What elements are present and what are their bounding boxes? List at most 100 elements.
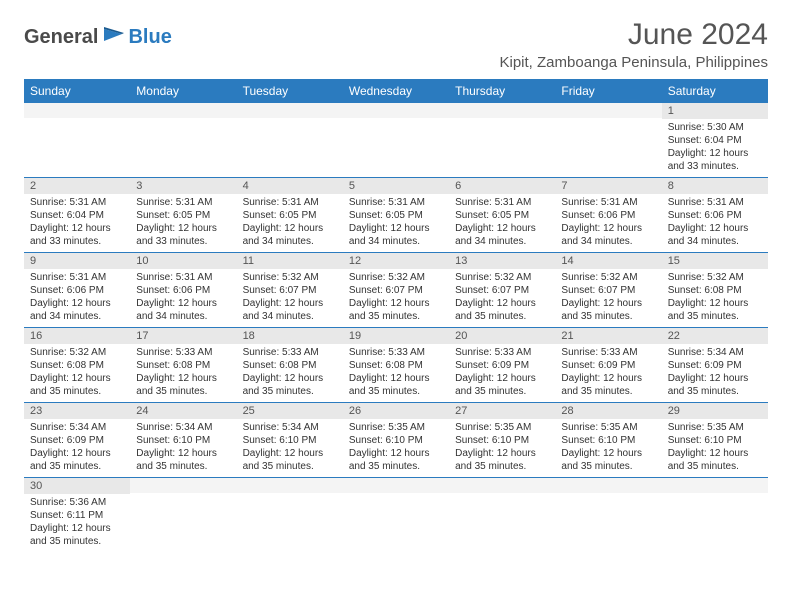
calendar-cell [237,103,343,178]
day-header: Tuesday [237,79,343,103]
calendar-cell [130,103,236,178]
day-details: Sunrise: 5:32 AMSunset: 6:07 PMDaylight:… [237,269,343,327]
calendar-cell [662,478,768,553]
calendar-cell: 17Sunrise: 5:33 AMSunset: 6:08 PMDayligh… [130,328,236,403]
calendar-cell: 6Sunrise: 5:31 AMSunset: 6:05 PMDaylight… [449,178,555,253]
day-details: Sunrise: 5:34 AMSunset: 6:10 PMDaylight:… [237,419,343,477]
day-number: 9 [24,253,130,269]
day-header: Sunday [24,79,130,103]
day-details: Sunrise: 5:35 AMSunset: 6:10 PMDaylight:… [662,419,768,477]
calendar-cell [449,478,555,553]
logo: General Blue [24,26,172,49]
logo-flag-icon [104,27,126,48]
calendar-cell: 7Sunrise: 5:31 AMSunset: 6:06 PMDaylight… [555,178,661,253]
day-number: 18 [237,328,343,344]
calendar-table: SundayMondayTuesdayWednesdayThursdayFrid… [24,79,768,552]
day-details: Sunrise: 5:32 AMSunset: 6:08 PMDaylight:… [24,344,130,402]
calendar-cell: 21Sunrise: 5:33 AMSunset: 6:09 PMDayligh… [555,328,661,403]
calendar-cell: 28Sunrise: 5:35 AMSunset: 6:10 PMDayligh… [555,403,661,478]
day-details: Sunrise: 5:32 AMSunset: 6:08 PMDaylight:… [662,269,768,327]
day-details: Sunrise: 5:33 AMSunset: 6:08 PMDaylight:… [237,344,343,402]
calendar-cell: 1Sunrise: 5:30 AMSunset: 6:04 PMDaylight… [662,103,768,178]
calendar-cell [24,103,130,178]
day-number: 5 [343,178,449,194]
day-details: Sunrise: 5:32 AMSunset: 6:07 PMDaylight:… [343,269,449,327]
day-number: 28 [555,403,661,419]
calendar-cell: 16Sunrise: 5:32 AMSunset: 6:08 PMDayligh… [24,328,130,403]
title-block: June 2024 Kipit, Zamboanga Peninsula, Ph… [500,18,769,71]
calendar-cell: 29Sunrise: 5:35 AMSunset: 6:10 PMDayligh… [662,403,768,478]
day-details: Sunrise: 5:33 AMSunset: 6:09 PMDaylight:… [449,344,555,402]
day-header: Friday [555,79,661,103]
day-number: 17 [130,328,236,344]
calendar-cell: 26Sunrise: 5:35 AMSunset: 6:10 PMDayligh… [343,403,449,478]
calendar-cell [343,103,449,178]
day-number: 23 [24,403,130,419]
day-details: Sunrise: 5:31 AMSunset: 6:04 PMDaylight:… [24,194,130,252]
day-number: 25 [237,403,343,419]
day-number: 21 [555,328,661,344]
day-number: 26 [343,403,449,419]
calendar-cell: 23Sunrise: 5:34 AMSunset: 6:09 PMDayligh… [24,403,130,478]
day-details: Sunrise: 5:31 AMSunset: 6:06 PMDaylight:… [662,194,768,252]
day-header: Thursday [449,79,555,103]
calendar-cell: 2Sunrise: 5:31 AMSunset: 6:04 PMDaylight… [24,178,130,253]
calendar-cell [343,478,449,553]
day-number: 14 [555,253,661,269]
day-header: Wednesday [343,79,449,103]
day-number: 19 [343,328,449,344]
day-number: 20 [449,328,555,344]
day-details: Sunrise: 5:34 AMSunset: 6:09 PMDaylight:… [662,344,768,402]
calendar-cell: 14Sunrise: 5:32 AMSunset: 6:07 PMDayligh… [555,253,661,328]
day-details: Sunrise: 5:31 AMSunset: 6:06 PMDaylight:… [24,269,130,327]
day-details: Sunrise: 5:33 AMSunset: 6:09 PMDaylight:… [555,344,661,402]
calendar-cell [130,478,236,553]
logo-text-dark: General [24,26,98,49]
day-details: Sunrise: 5:31 AMSunset: 6:05 PMDaylight:… [237,194,343,252]
location-text: Kipit, Zamboanga Peninsula, Philippines [500,54,769,71]
day-number: 10 [130,253,236,269]
calendar-cell [555,478,661,553]
calendar-cell: 25Sunrise: 5:34 AMSunset: 6:10 PMDayligh… [237,403,343,478]
day-details: Sunrise: 5:30 AMSunset: 6:04 PMDaylight:… [662,119,768,177]
calendar-cell: 10Sunrise: 5:31 AMSunset: 6:06 PMDayligh… [130,253,236,328]
calendar-cell: 27Sunrise: 5:35 AMSunset: 6:10 PMDayligh… [449,403,555,478]
day-details: Sunrise: 5:34 AMSunset: 6:10 PMDaylight:… [130,419,236,477]
calendar-cell: 13Sunrise: 5:32 AMSunset: 6:07 PMDayligh… [449,253,555,328]
day-details: Sunrise: 5:35 AMSunset: 6:10 PMDaylight:… [555,419,661,477]
day-number: 6 [449,178,555,194]
calendar-cell: 20Sunrise: 5:33 AMSunset: 6:09 PMDayligh… [449,328,555,403]
day-number: 8 [662,178,768,194]
day-number: 1 [662,103,768,119]
day-number: 22 [662,328,768,344]
day-header: Saturday [662,79,768,103]
day-number: 15 [662,253,768,269]
calendar-cell: 4Sunrise: 5:31 AMSunset: 6:05 PMDaylight… [237,178,343,253]
day-number: 27 [449,403,555,419]
day-number: 24 [130,403,236,419]
calendar-cell: 19Sunrise: 5:33 AMSunset: 6:08 PMDayligh… [343,328,449,403]
calendar-cell: 15Sunrise: 5:32 AMSunset: 6:08 PMDayligh… [662,253,768,328]
day-details: Sunrise: 5:33 AMSunset: 6:08 PMDaylight:… [343,344,449,402]
month-title: June 2024 [500,18,769,52]
calendar-body: 1Sunrise: 5:30 AMSunset: 6:04 PMDaylight… [24,103,768,552]
day-number: 13 [449,253,555,269]
day-details: Sunrise: 5:31 AMSunset: 6:05 PMDaylight:… [343,194,449,252]
day-number: 7 [555,178,661,194]
day-details: Sunrise: 5:36 AMSunset: 6:11 PMDaylight:… [24,494,130,552]
day-number: 11 [237,253,343,269]
day-details: Sunrise: 5:31 AMSunset: 6:06 PMDaylight:… [130,269,236,327]
day-details: Sunrise: 5:31 AMSunset: 6:05 PMDaylight:… [130,194,236,252]
day-number: 2 [24,178,130,194]
day-number: 16 [24,328,130,344]
calendar-cell: 18Sunrise: 5:33 AMSunset: 6:08 PMDayligh… [237,328,343,403]
day-details: Sunrise: 5:31 AMSunset: 6:05 PMDaylight:… [449,194,555,252]
calendar-head: SundayMondayTuesdayWednesdayThursdayFrid… [24,79,768,103]
calendar-cell: 3Sunrise: 5:31 AMSunset: 6:05 PMDaylight… [130,178,236,253]
day-details: Sunrise: 5:33 AMSunset: 6:08 PMDaylight:… [130,344,236,402]
day-details: Sunrise: 5:32 AMSunset: 6:07 PMDaylight:… [449,269,555,327]
calendar-cell: 9Sunrise: 5:31 AMSunset: 6:06 PMDaylight… [24,253,130,328]
calendar-cell: 22Sunrise: 5:34 AMSunset: 6:09 PMDayligh… [662,328,768,403]
day-details: Sunrise: 5:32 AMSunset: 6:07 PMDaylight:… [555,269,661,327]
logo-text-blue: Blue [128,26,171,49]
